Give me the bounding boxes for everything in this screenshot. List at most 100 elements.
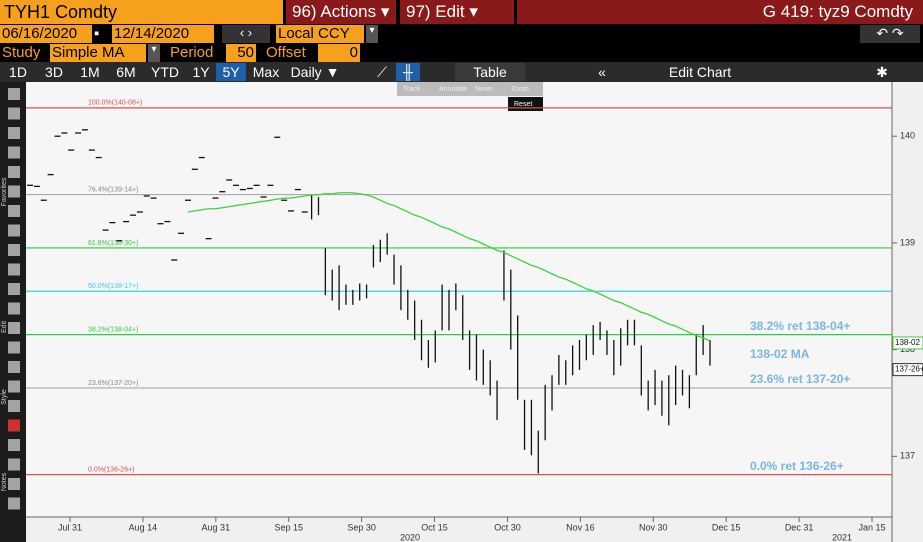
reset: Reset xyxy=(514,101,532,108)
year-label: 2020 xyxy=(400,532,420,542)
line-icon[interactable]: ⟋ xyxy=(377,64,387,80)
period-button[interactable]: 3D xyxy=(45,64,63,80)
x-tick-label: Jul 31 xyxy=(58,522,82,532)
side-label: Edit xyxy=(1,321,8,333)
tool-icon xyxy=(8,205,20,217)
ma-line xyxy=(187,192,711,342)
tool-icon xyxy=(8,419,20,432)
table-button[interactable]: Table xyxy=(455,63,525,81)
edit-menu[interactable]: 97) Edit ▾ xyxy=(400,0,514,24)
period-button[interactable]: 1M xyxy=(80,64,100,80)
side-label: Favorites xyxy=(1,177,8,206)
x-tick-label: Sep 15 xyxy=(274,522,303,532)
tool-icon xyxy=(8,302,20,315)
annotation: 38.2% ret 138-04+ xyxy=(750,319,850,333)
security-field[interactable]: TYH1 Comdty xyxy=(0,0,283,24)
plot-bg xyxy=(26,82,892,517)
currency[interactable]: Local CCY xyxy=(276,25,364,43)
x-axis-bg xyxy=(26,517,892,542)
price-tag-label: 137-26+ xyxy=(895,365,923,374)
settings[interactable]: ✱ xyxy=(876,64,888,80)
fib-label: 50.0%(138-17+) xyxy=(88,283,138,290)
tool-icon xyxy=(8,380,20,393)
tool: Zoom xyxy=(511,86,529,93)
tool-icon xyxy=(8,497,20,510)
period-label: Period xyxy=(170,44,214,61)
actions-menu[interactable]: 96) Actions ▾ xyxy=(286,0,396,24)
tool-icon xyxy=(8,322,20,334)
undo-redo[interactable]: ↶ ↷ xyxy=(860,25,920,43)
tool-icon xyxy=(8,146,20,159)
axis-bg xyxy=(892,82,923,542)
start-date[interactable]: 06/16/2020 xyxy=(0,25,92,43)
x-tick-label: Oct 30 xyxy=(494,522,521,532)
tool-icon xyxy=(8,400,20,412)
fib-label: 38.2%(138-04+) xyxy=(88,326,138,333)
period-field[interactable]: 50 xyxy=(226,44,256,62)
tool-icon xyxy=(8,478,20,490)
side-label: Style xyxy=(1,389,8,405)
fib-label: 0.0%(136-26+) xyxy=(88,466,135,473)
side-label: Notes xyxy=(1,472,8,491)
price-tag xyxy=(892,336,923,350)
x-tick-label: Sep 30 xyxy=(347,522,376,532)
page-title: G 419: tyz9 Comdty xyxy=(517,0,923,24)
tool: Annotate xyxy=(439,86,467,93)
annotation: 138-02 MA xyxy=(750,347,810,361)
dropdown[interactable]: ▾ xyxy=(366,25,378,43)
period-button[interactable]: Max xyxy=(252,64,280,80)
label: 97) Edit xyxy=(406,2,465,21)
period-button[interactable]: YTD xyxy=(151,64,179,80)
x-tick-label: Nov 16 xyxy=(566,522,595,532)
end-date[interactable]: 12/14/2020 xyxy=(112,25,214,43)
tool-popup xyxy=(397,82,543,96)
y-tick-label: 139 xyxy=(900,237,915,247)
tool-icon xyxy=(8,224,20,237)
tool-icon xyxy=(8,341,20,354)
y-tick-label: 140 xyxy=(900,131,915,141)
x-tick-label: Jan 15 xyxy=(858,522,885,532)
fib-label: 76.4%(139-14+) xyxy=(88,186,138,193)
label: 96) Actions xyxy=(292,2,377,21)
y-tick-label: 137 xyxy=(900,451,915,461)
tool-icon xyxy=(8,283,20,295)
tool-icon xyxy=(8,185,20,198)
tool-icon xyxy=(8,458,20,471)
offset-field[interactable]: 0 xyxy=(318,44,360,62)
fib-label: 100.0%(140-08+) xyxy=(88,100,142,107)
bar-icon[interactable]: ╫ xyxy=(396,63,420,81)
study-field[interactable]: Simple MA xyxy=(50,44,146,62)
dropdown[interactable]: ▾ xyxy=(148,44,160,62)
nav-arrows[interactable]: ‹ › xyxy=(222,25,270,43)
tool-icon xyxy=(8,439,20,451)
offset-label: Offset xyxy=(266,44,306,61)
period-button[interactable]: 5Y xyxy=(216,63,246,81)
period-button[interactable]: 1Y xyxy=(192,64,210,80)
dash: ▪ xyxy=(94,25,100,42)
tool-icon xyxy=(8,166,20,178)
x-tick-label: Dec 15 xyxy=(712,522,741,532)
x-tick-label: Aug 31 xyxy=(202,522,231,532)
period-button[interactable]: 6M xyxy=(116,64,136,80)
tool-icon xyxy=(8,263,20,276)
study-label: Study xyxy=(2,44,41,61)
tool-icon xyxy=(8,88,20,100)
year-label: 2021 xyxy=(832,532,852,542)
chart: Track Annotate News Zoom Reset Favorites Edit S… xyxy=(0,82,923,542)
tool-icon xyxy=(8,107,20,120)
frequency[interactable]: Daily ▼ xyxy=(290,64,340,80)
toolbar: 1D 3D 1M 6M YTD 1Y 5Y Max Daily ▼ ⟋ ╫ Table « Edit Ch… xyxy=(0,62,923,82)
collapse[interactable]: « xyxy=(598,64,606,80)
tool: Track xyxy=(403,86,421,93)
annotation: 23.6% ret 137-20+ xyxy=(750,372,850,386)
edit-chart[interactable]: Edit Chart xyxy=(668,64,732,80)
x-tick-label: Dec 31 xyxy=(785,522,814,532)
fib-label: 61.8%(138-30+) xyxy=(88,240,138,247)
period-button[interactable]: 1D xyxy=(9,64,27,80)
price-tag xyxy=(892,363,923,377)
tool-icon xyxy=(8,244,20,256)
price-tag-label: 138-02 xyxy=(895,338,920,347)
annotation: 0.0% ret 136-26+ xyxy=(750,459,844,473)
fib-label: 23.6%(137-20+) xyxy=(88,380,138,387)
